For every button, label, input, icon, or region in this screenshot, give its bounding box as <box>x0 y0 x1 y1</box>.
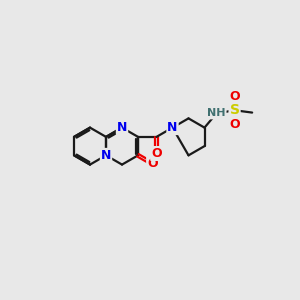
Text: N: N <box>101 149 111 162</box>
Text: O: O <box>147 157 158 170</box>
Text: NH: NH <box>207 109 226 118</box>
Text: S: S <box>230 103 240 117</box>
Text: O: O <box>151 147 162 160</box>
Text: N: N <box>167 121 178 134</box>
Text: N: N <box>117 121 127 134</box>
Text: O: O <box>229 118 240 130</box>
Text: O: O <box>229 90 240 103</box>
